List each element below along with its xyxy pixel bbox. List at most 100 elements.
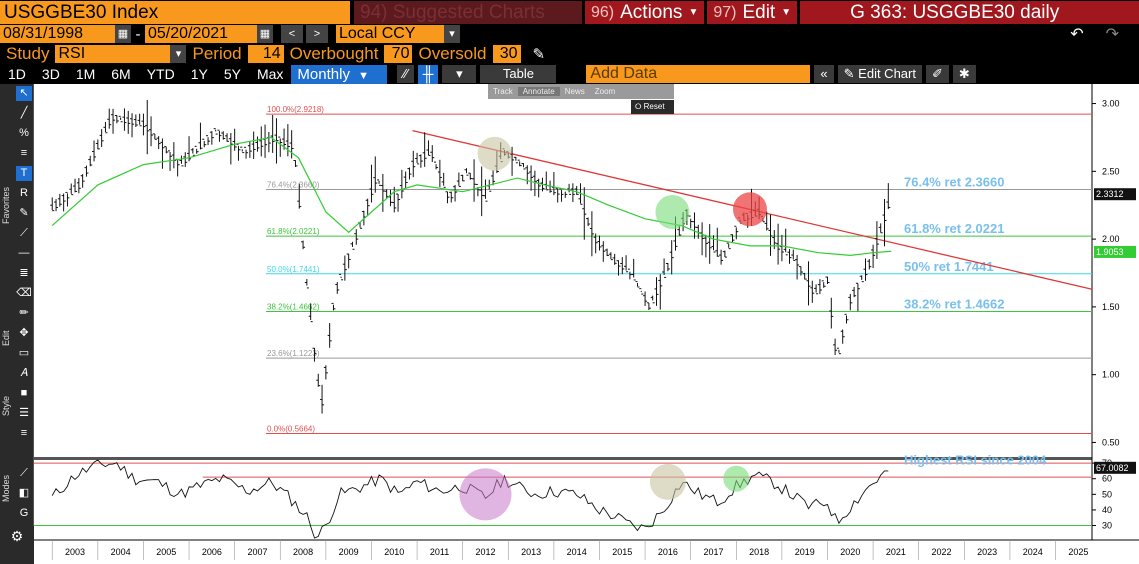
- reset-button[interactable]: ⭘ Reset: [631, 100, 674, 114]
- currency-select[interactable]: Local CCY: [336, 25, 444, 43]
- eraser-icon[interactable]: ⌫: [16, 287, 32, 299]
- calendar-icon[interactable]: ▦: [115, 25, 131, 43]
- annotate-button[interactable]: Annotate: [517, 87, 560, 96]
- bar-chart-icon[interactable]: ╫: [417, 64, 439, 84]
- suggested-charts-button[interactable]: 94) Suggested Charts: [354, 0, 582, 24]
- range-button[interactable]: 1M: [75, 66, 96, 82]
- line-width-icon[interactable]: ☰: [19, 407, 29, 419]
- edit-chart-button[interactable]: ✎ Edit Chart: [837, 65, 922, 83]
- moving-average-line: [51, 136, 892, 257]
- oversold-label: Oversold: [418, 44, 487, 63]
- price-tick-label: 2.50: [1102, 166, 1120, 176]
- price-tick-label: 1.50: [1102, 302, 1120, 312]
- study-bar: Study RSI ▾ Period 14 Overbought 70 Over…: [0, 44, 1139, 64]
- price-panel-bg: [34, 84, 1092, 458]
- r-tool-icon[interactable]: R: [20, 187, 28, 199]
- chevron-down-icon[interactable]: ▾: [170, 45, 187, 63]
- line-style-icon[interactable]: ≡: [20, 427, 28, 439]
- panel-divider: [34, 457, 1139, 460]
- back-arrow-icon[interactable]: <: [281, 25, 303, 43]
- x-axis-label: 2006: [202, 547, 222, 557]
- page-icon[interactable]: ▭: [18, 347, 30, 359]
- bloomberg-g-icon[interactable]: G: [19, 507, 29, 519]
- rsi-tick-label: 30: [1102, 521, 1112, 531]
- percent-tool-icon[interactable]: %: [19, 127, 29, 139]
- x-axis-label: 2013: [521, 547, 541, 557]
- undo-icon[interactable]: ↶: [1070, 26, 1084, 43]
- track-button[interactable]: Track: [493, 87, 513, 96]
- range-button[interactable]: Max: [256, 66, 284, 82]
- x-axis-label: 2011: [430, 547, 449, 557]
- x-axis-label: 2016: [658, 547, 678, 557]
- pencil-tool-icon[interactable]: ✎: [19, 207, 29, 219]
- pen-icon[interactable]: ✎: [532, 46, 546, 63]
- brush-icon[interactable]: ⟋: [20, 467, 28, 479]
- x-axis-label: 2018: [749, 547, 769, 557]
- rsi-highlight-circle: [723, 465, 750, 492]
- actions-label: Actions: [620, 1, 683, 23]
- chart-area[interactable]: 3.002.502.001.501.000.507060504030100.0%…: [34, 84, 1139, 564]
- chevron-down-icon[interactable]: ▾: [442, 65, 477, 83]
- edit-section-label: Edit: [1, 330, 11, 346]
- last-price-flag: 2.3312: [1096, 189, 1124, 199]
- overbought-label: Overbought: [289, 44, 379, 63]
- color-box-icon[interactable]: ■: [20, 387, 28, 399]
- x-axis-label: 2024: [1023, 547, 1043, 557]
- edit-number: 97): [713, 3, 737, 21]
- x-axis-label: 2020: [840, 547, 860, 557]
- range-button[interactable]: YTD: [146, 66, 175, 82]
- pen-small-icon[interactable]: ✏: [19, 307, 29, 319]
- ruler-tool-icon[interactable]: ⟋: [20, 227, 28, 239]
- frequency-select[interactable]: Monthly ▼: [291, 64, 388, 84]
- annotation-icon[interactable]: ✐: [925, 65, 949, 83]
- move-icon[interactable]: ✥: [19, 327, 29, 339]
- calendar-icon[interactable]: ▦: [257, 25, 273, 43]
- table-button[interactable]: Table: [480, 65, 557, 83]
- study-select[interactable]: RSI: [55, 45, 171, 63]
- cursor-icon[interactable]: ↖: [16, 86, 32, 101]
- range-button[interactable]: 1D: [8, 66, 26, 82]
- x-axis-label: 2025: [1068, 547, 1088, 557]
- line-tool-icon[interactable]: ╱: [20, 107, 28, 119]
- drawing-tools-sidebar: ↖ ╱ % ≡ T R ✎ ⟋ — ≣ ⌫ ✏ ✥ ▭ 𝐴 ■ ☰ ≡ ⟋ ◧ …: [0, 84, 34, 544]
- add-data-input[interactable]: Add Data: [586, 65, 811, 83]
- range-button[interactable]: 6M: [111, 66, 131, 82]
- oversold-input[interactable]: 30: [492, 45, 521, 63]
- chart-mode-icon[interactable]: ◧: [18, 487, 30, 499]
- text-tool-icon[interactable]: T: [16, 166, 32, 181]
- range-toolbar: 1D 3D 1M 6M YTD 1Y 5Y Max Monthly ▼ ⁄⁄ ╫…: [0, 64, 1139, 84]
- news-button[interactable]: News: [564, 87, 585, 96]
- ma-price-flag-bg: [1094, 245, 1136, 258]
- header-bar: USGGBE30 Index 94) Suggested Charts 96) …: [0, 0, 1139, 24]
- last-rsi-flag: 67.0082: [1096, 463, 1129, 473]
- bars-tool-icon[interactable]: ≣: [19, 267, 29, 279]
- line-chart-icon[interactable]: ⁄⁄: [397, 65, 414, 83]
- forward-arrow-icon[interactable]: >: [306, 25, 328, 43]
- gear-icon[interactable]: ✱: [952, 65, 976, 83]
- actions-menu[interactable]: 96) Actions ▼: [585, 0, 705, 24]
- zoom-button[interactable]: Zoom: [594, 87, 616, 96]
- fibonacci-tool-icon[interactable]: ≡: [20, 147, 28, 159]
- ticker-field[interactable]: USGGBE30 Index: [0, 0, 350, 24]
- italic-a-icon[interactable]: 𝐴: [20, 367, 28, 379]
- collapse-icon[interactable]: «: [814, 65, 834, 83]
- start-date-input[interactable]: 08/31/1998: [0, 25, 115, 43]
- range-button[interactable]: 5Y: [223, 66, 241, 82]
- end-date-input[interactable]: 05/20/2021: [145, 25, 257, 43]
- period-input[interactable]: 14: [247, 45, 284, 63]
- last-rsi-flag-bg: [1094, 461, 1136, 474]
- range-button[interactable]: 1Y: [190, 66, 208, 82]
- range-button[interactable]: 3D: [41, 66, 60, 82]
- settings-gear-icon[interactable]: ⚙: [0, 526, 34, 564]
- fib-level-label: 100.0%(2.9218): [267, 105, 324, 114]
- edit-menu[interactable]: 97) Edit ▼: [707, 0, 798, 24]
- x-axis-label: 2008: [293, 547, 313, 557]
- redo-icon[interactable]: ↷: [1105, 26, 1119, 43]
- overbought-input[interactable]: 70: [384, 45, 413, 63]
- horizontal-line-icon[interactable]: —: [18, 247, 30, 259]
- last-price-flag-bg: [1094, 188, 1136, 201]
- rsi-tick-label: 40: [1102, 505, 1112, 515]
- price-tick-label: 0.50: [1102, 437, 1120, 447]
- chevron-down-icon[interactable]: ▾: [444, 25, 460, 43]
- x-axis-label: 2023: [977, 547, 997, 557]
